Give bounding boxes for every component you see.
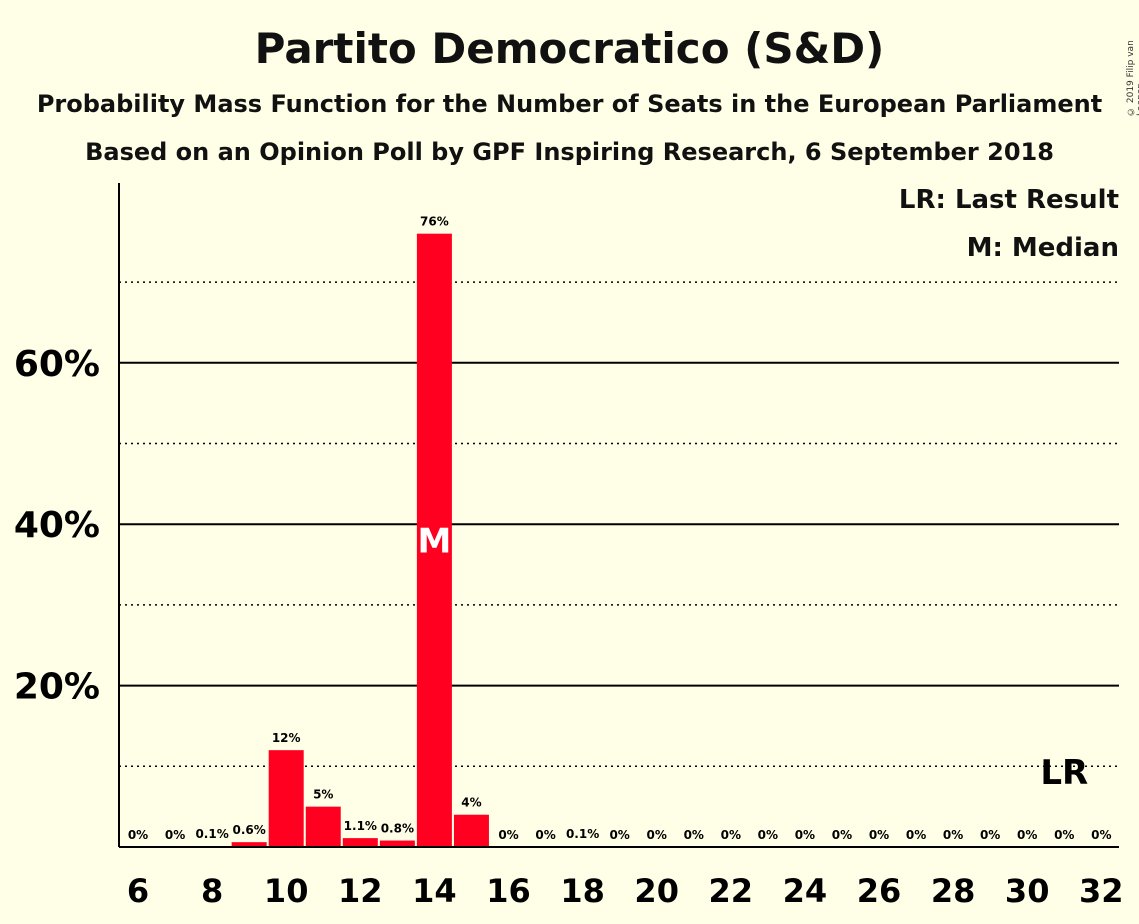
median-marker: M — [417, 521, 451, 561]
bar — [231, 842, 267, 847]
x-tick-label: 22 — [709, 872, 754, 910]
bar-value-label: 0.1% — [566, 827, 599, 841]
bar-value-label: 0% — [980, 828, 1000, 842]
y-tick-label: 40% — [14, 505, 100, 546]
bar — [268, 750, 304, 847]
bar-value-label: 0% — [721, 828, 741, 842]
bar-value-label: 0% — [165, 828, 185, 842]
bar-value-label: 0% — [943, 828, 963, 842]
bar-value-label: 0% — [535, 828, 555, 842]
bar-value-label: 0% — [684, 828, 704, 842]
bar-value-label: 0% — [128, 828, 148, 842]
bar-value-label: 0% — [1017, 828, 1037, 842]
chart-subtitle-source: Based on an Opinion Poll by GPF Inspirin… — [85, 138, 1054, 166]
bar-value-label: 0% — [906, 828, 926, 842]
chart-subtitle: Probability Mass Function for the Number… — [36, 90, 1103, 118]
bar-value-label: 0% — [758, 828, 778, 842]
x-tick-label: 28 — [931, 872, 976, 910]
x-tick-label: 6 — [127, 872, 149, 910]
bar-value-label: 0% — [498, 828, 518, 842]
last-result-marker: LR — [1040, 753, 1088, 793]
x-tick-label: 18 — [560, 872, 605, 910]
x-tick-label: 32 — [1079, 872, 1124, 910]
bar — [416, 233, 452, 847]
y-tick-label: 60% — [14, 344, 100, 385]
x-tick-label: 14 — [412, 872, 457, 910]
x-tick-label: 10 — [264, 872, 309, 910]
bar-value-label: 12% — [272, 731, 301, 745]
x-tick-label: 20 — [634, 872, 679, 910]
bar-value-label: 0.6% — [233, 823, 266, 837]
bar-value-label: 0% — [1091, 828, 1111, 842]
bar-value-label: 0% — [647, 828, 667, 842]
bar — [342, 838, 378, 847]
bar-value-label: 0% — [1054, 828, 1074, 842]
bar — [453, 814, 489, 847]
bar-value-label: 4% — [461, 796, 481, 810]
bar-value-label: 0% — [795, 828, 815, 842]
chart-title: Partito Democratico (S&D) — [254, 24, 885, 73]
x-tick-label: 16 — [486, 872, 531, 910]
x-tick-label: 12 — [338, 872, 383, 910]
bar-value-label: 0% — [832, 828, 852, 842]
x-tick-label: 8 — [201, 872, 223, 910]
x-tick-label: 30 — [1005, 872, 1050, 910]
legend-last-result: LR: Last Result — [898, 185, 1119, 215]
bar-value-label: 0.1% — [195, 827, 228, 841]
bar-value-label: 0% — [609, 828, 629, 842]
bar-value-label: 0.8% — [381, 822, 414, 836]
bar-value-label: 5% — [313, 788, 333, 802]
y-tick-label: 20% — [14, 667, 100, 708]
x-tick-label: 26 — [857, 872, 902, 910]
bar-value-label: 1.1% — [344, 819, 377, 833]
bar — [305, 806, 341, 847]
legend-median: M: Median — [966, 233, 1119, 263]
bar-value-label: 76% — [420, 215, 449, 229]
bar — [379, 840, 415, 847]
x-tick-label: 24 — [783, 872, 828, 910]
bar-value-label: 0% — [869, 828, 889, 842]
